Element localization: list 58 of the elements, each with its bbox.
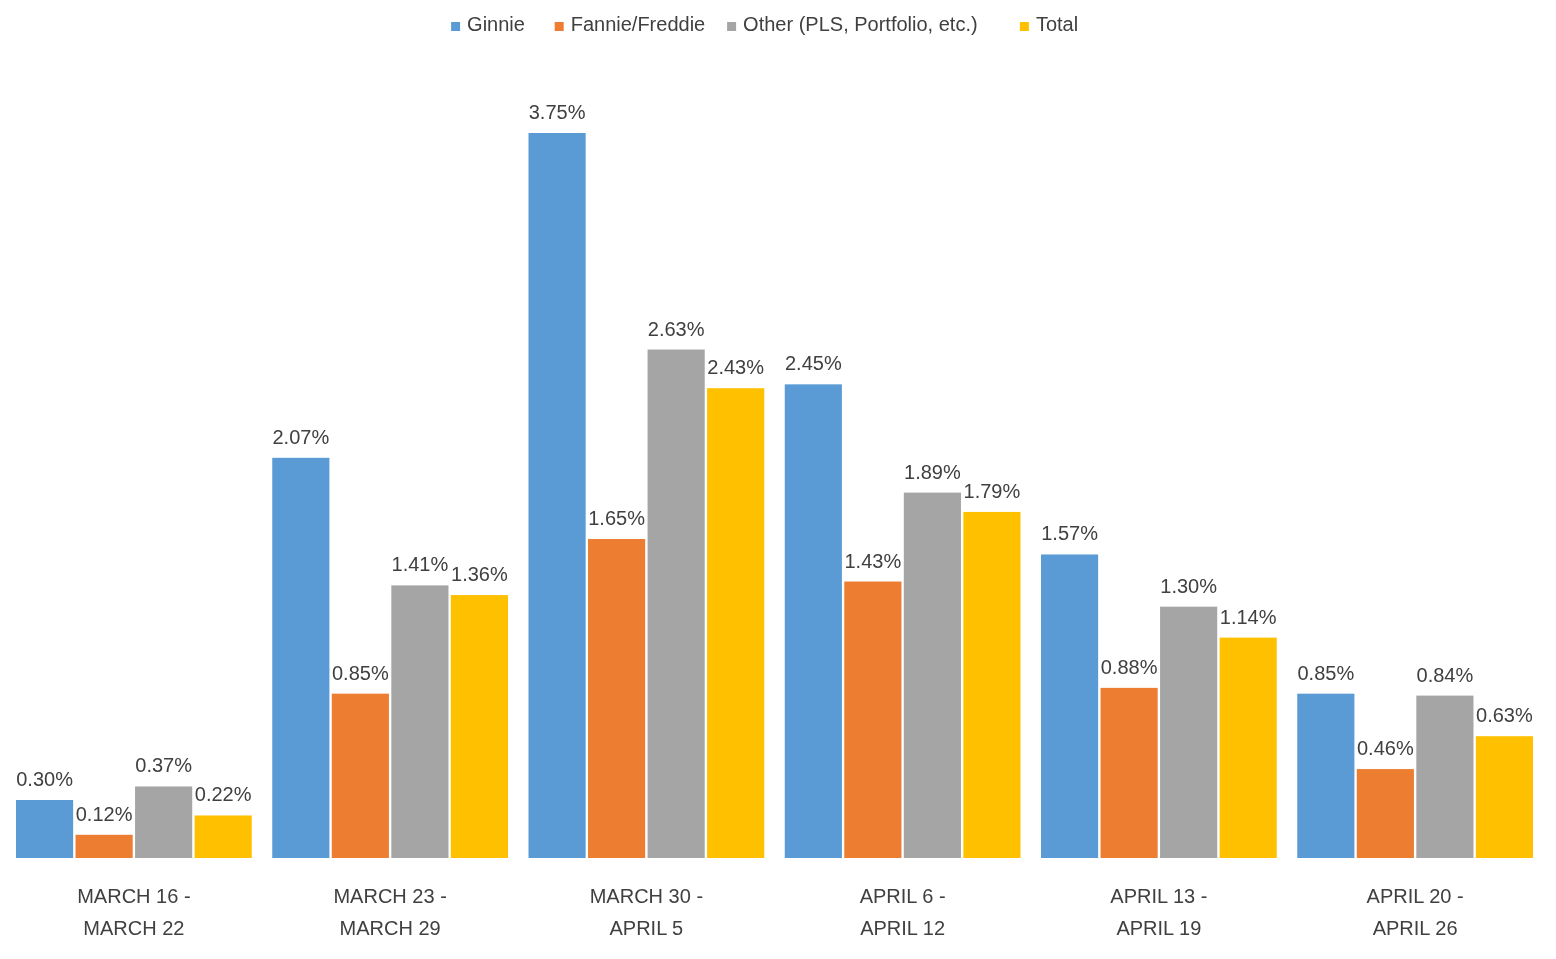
data-label: 0.84% xyxy=(1416,663,1474,686)
bar xyxy=(647,349,705,858)
data-label: 1.30% xyxy=(1160,574,1218,597)
bar xyxy=(1475,736,1533,858)
data-label: 0.22% xyxy=(194,783,252,806)
bar xyxy=(844,581,902,858)
x-tick-label: MARCH 30 - APRIL 5 xyxy=(589,885,704,939)
data-label: 0.88% xyxy=(1100,655,1158,678)
data-label: 2.07% xyxy=(272,425,330,448)
x-tick-label: MARCH 16 - MARCH 22 xyxy=(77,885,191,939)
bar xyxy=(272,457,330,858)
bar xyxy=(1416,695,1474,858)
data-label: 0.30% xyxy=(16,768,74,790)
bar xyxy=(1356,769,1414,858)
data-label: 1.79% xyxy=(963,479,1021,502)
data-label: 2.43% xyxy=(707,356,765,379)
bar xyxy=(194,815,252,858)
bar xyxy=(75,834,133,858)
bar xyxy=(784,384,842,858)
data-label: 1.41% xyxy=(391,553,449,576)
data-label: 0.46% xyxy=(1357,737,1414,760)
bar xyxy=(588,539,646,858)
legend-label: Total xyxy=(1035,13,1079,35)
data-label: 2.63% xyxy=(647,317,705,340)
x-tick-label: APRIL 20 - APRIL 26 xyxy=(1366,885,1464,939)
data-label: 1.36% xyxy=(451,563,508,586)
legend-label: Other (PLS, Portfolio, etc.) xyxy=(743,13,978,35)
x-tick-label: APRIL 6 - APRIL 12 xyxy=(859,885,946,939)
x-tick-label: MARCH 23 - MARCH 29 xyxy=(333,885,447,939)
bar xyxy=(135,786,193,858)
data-label: 0.85% xyxy=(1297,661,1355,684)
bar xyxy=(1100,687,1158,858)
data-label: 2.45% xyxy=(784,352,842,375)
x-tick-label: APRIL 13 - APRIL 19 xyxy=(1110,885,1208,939)
data-label: 1.89% xyxy=(904,460,961,483)
bar xyxy=(528,133,586,858)
legend-label: Fannie/Freddie xyxy=(570,13,706,35)
data-label: 0.63% xyxy=(1476,704,1533,727)
data-label: 0.12% xyxy=(75,802,133,825)
data-label: 1.65% xyxy=(588,507,646,529)
bar xyxy=(1160,606,1218,858)
bar xyxy=(16,800,74,858)
bar xyxy=(707,388,765,858)
data-label: 0.85% xyxy=(332,661,389,684)
data-label: 1.57% xyxy=(1041,522,1099,545)
bar xyxy=(1219,637,1277,858)
bar xyxy=(903,492,961,858)
data-label: 1.14% xyxy=(1219,605,1277,628)
bar xyxy=(391,585,449,858)
bar xyxy=(450,595,508,858)
legend-label: Ginnie xyxy=(467,13,525,35)
bar xyxy=(1297,693,1355,858)
data-label: 0.37% xyxy=(135,754,193,777)
data-label: 3.75% xyxy=(528,101,586,123)
bar xyxy=(331,693,389,858)
bar xyxy=(1041,554,1099,858)
bar xyxy=(963,511,1021,858)
data-label: 1.43% xyxy=(844,549,902,572)
